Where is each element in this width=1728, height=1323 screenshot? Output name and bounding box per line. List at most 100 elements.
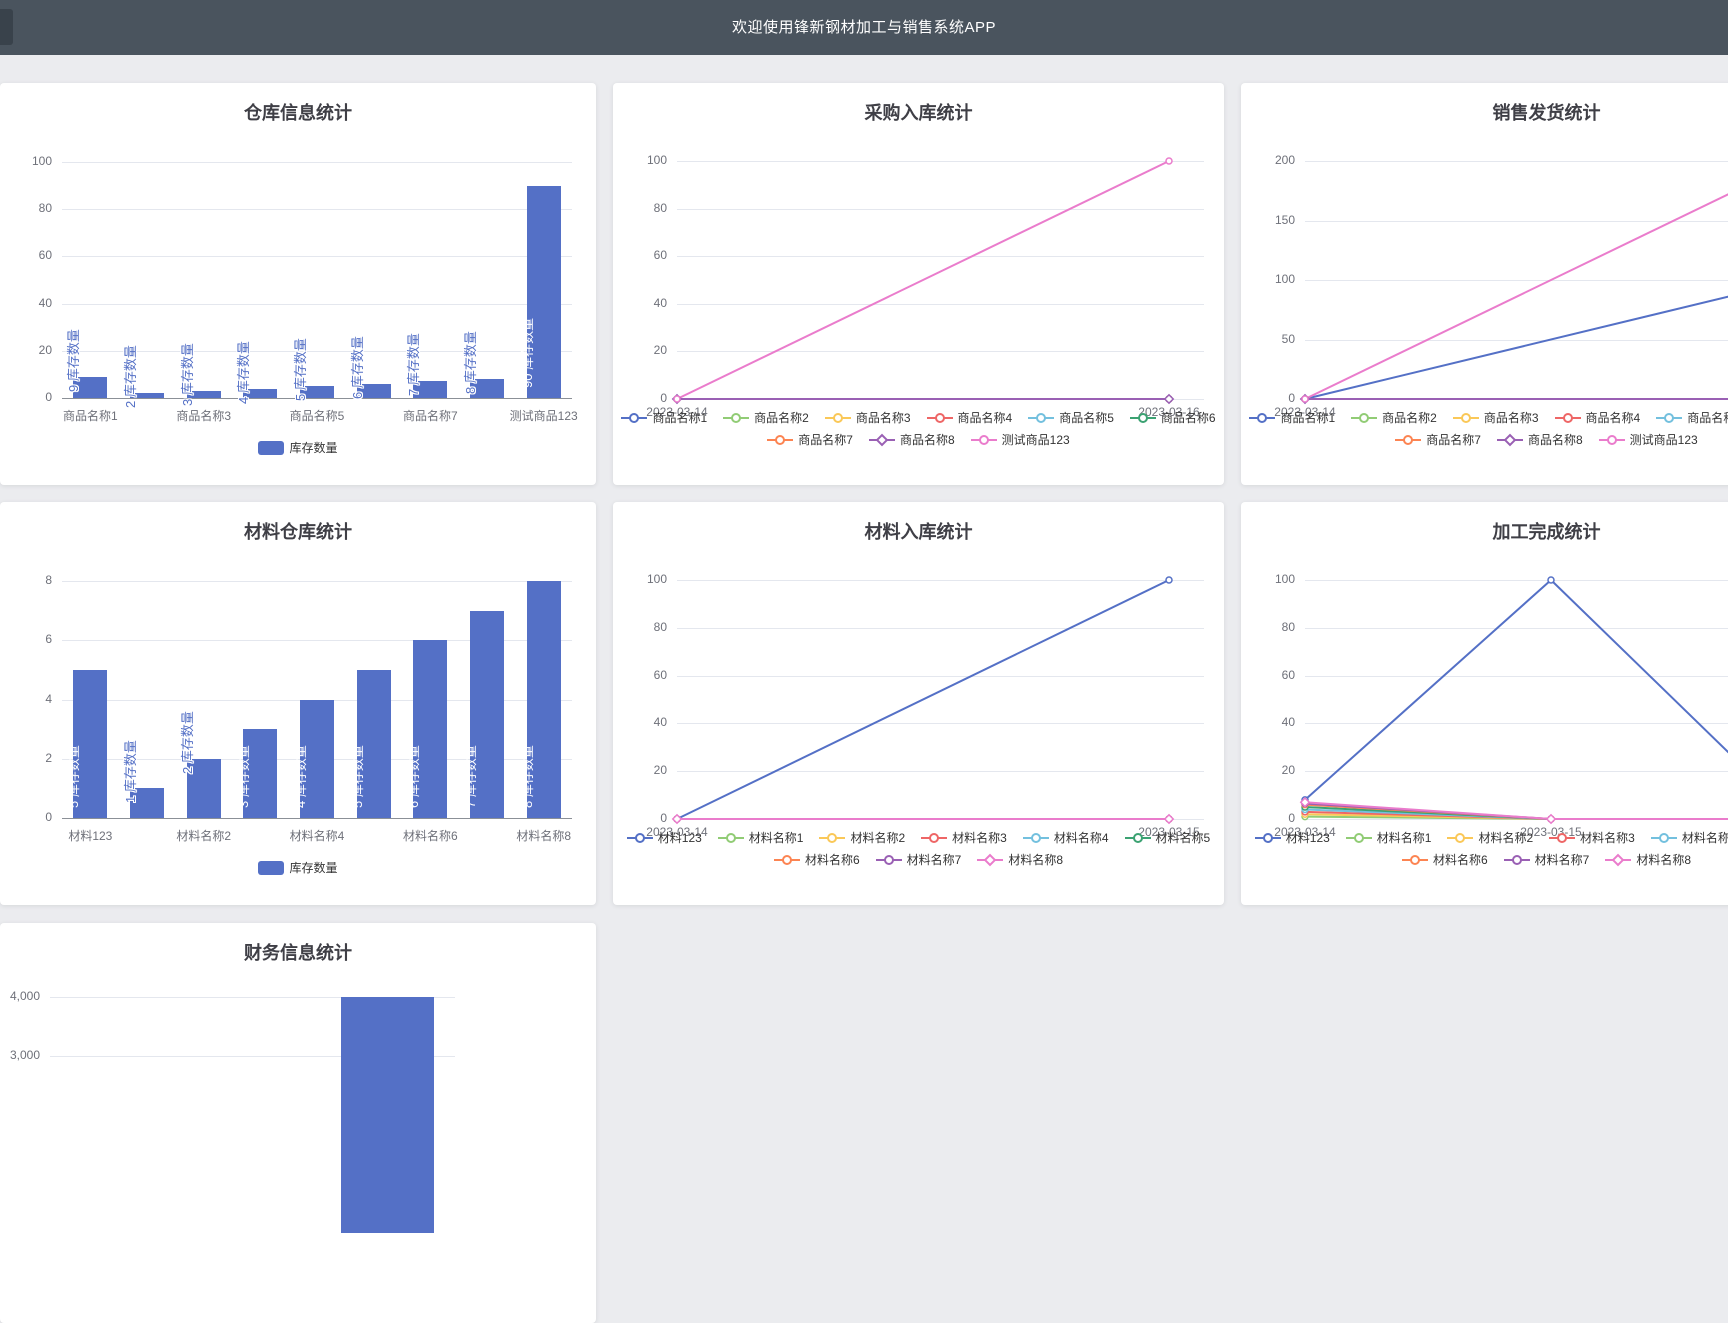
line-chart-plot[interactable] <box>1299 576 1728 825</box>
legend-marker <box>634 832 645 843</box>
legend-item[interactable]: 商品名称8 <box>868 431 955 448</box>
line-chart-plot[interactable] <box>671 576 1177 825</box>
x-axis-label: 商品名称3 <box>176 409 231 423</box>
legend-item[interactable]: 材料123 <box>626 829 702 846</box>
gridline <box>677 208 1204 210</box>
data-point-marker <box>1163 813 1175 825</box>
chart-canvas[interactable]: 0204060801002023-03-142023-03-152023-03-… <box>1241 502 1728 905</box>
chart-canvas[interactable]: 0501001502002023-03-142023-03-16商品名称1商品名… <box>1241 83 1728 485</box>
bar[interactable] <box>130 788 164 818</box>
legend-item[interactable]: 商品名称3 <box>1452 409 1539 426</box>
bar[interactable] <box>243 388 278 398</box>
legend-item[interactable]: 材料名称7 <box>1503 851 1589 868</box>
legend-item[interactable]: 商品名称3 <box>824 409 911 426</box>
legend-item[interactable]: 材料名称1 <box>1345 829 1431 846</box>
y-axis-label: 50 <box>1281 331 1295 346</box>
gridline <box>677 627 1204 629</box>
bar[interactable] <box>73 376 108 398</box>
legend-item[interactable]: 材料名称3 <box>1549 829 1635 846</box>
legend-icon <box>970 434 997 445</box>
legend-item[interactable]: 测试商品123 <box>970 431 1070 448</box>
bar[interactable] <box>300 699 334 818</box>
bar[interactable] <box>186 758 221 818</box>
legend-item[interactable]: 商品名称5 <box>1028 409 1114 426</box>
bar-label: 5 库存数量 <box>66 745 82 808</box>
legend-marker <box>934 412 945 423</box>
legend: 商品名称1 商品名称2 商品名称3 商品名称4 商品名称5 商品名称6 <box>613 409 1224 426</box>
chart-canvas[interactable]: 0 20 40 60 80 100 2023-03-14 2023-03-15 材料123 材料名… <box>613 502 1224 905</box>
legend-item[interactable]: 商品名称2 <box>1351 409 1437 426</box>
bar[interactable] <box>356 383 391 398</box>
gridline <box>1305 723 1728 725</box>
legend-icon <box>1022 832 1049 843</box>
bar-label: 8 库存数量 <box>519 745 535 808</box>
legend-item[interactable]: 商品名称8 <box>1496 431 1583 448</box>
bar[interactable] <box>413 381 448 398</box>
bar[interactable] <box>243 729 278 818</box>
legend-label: 材料名称4 <box>1053 831 1109 845</box>
legend-item[interactable]: 商品名称4 <box>926 409 1012 426</box>
bar[interactable] <box>356 669 391 818</box>
legend-label: 材料名称6 <box>1432 853 1488 867</box>
legend-item[interactable]: 材料名称3 <box>921 829 1007 846</box>
chart-canvas[interactable]: 3,000 4,000 <box>0 923 596 1323</box>
bar[interactable] <box>526 185 561 398</box>
legend-item[interactable]: 商品名称7 <box>767 431 853 448</box>
legend-item[interactable]: 库存数量 <box>258 439 338 456</box>
bar[interactable] <box>526 581 561 818</box>
data-point-marker <box>1547 576 1555 584</box>
legend-item[interactable]: 材料名称2 <box>819 829 905 846</box>
legend-item[interactable]: 商品名称5 <box>1656 409 1728 426</box>
legend-item[interactable]: 库存数量 <box>258 859 338 876</box>
bar[interactable] <box>186 390 221 398</box>
legend-item[interactable]: 商品名称1 <box>621 409 707 426</box>
legend-icon <box>1656 412 1683 423</box>
legend-icon <box>1496 433 1523 446</box>
chart-card-material-warehouse: 材料仓库统计 0 2 4 6 8 5 库存数量 1 库存数量 2 库存数量 3 库存数量 4 库存… <box>0 502 596 905</box>
bar[interactable] <box>341 997 434 1233</box>
x-axis-line <box>62 818 572 819</box>
legend: 材料123 材料名称1 材料名称2 材料名称3 材料名称4 材料名称5 <box>613 829 1224 846</box>
y-axis-label: 40 <box>1281 715 1295 730</box>
bar[interactable] <box>130 393 164 398</box>
menu-icon[interactable] <box>0 9 13 45</box>
legend-item[interactable]: 材料名称5 <box>1124 829 1210 846</box>
legend-item[interactable]: 商品名称7 <box>1395 431 1481 448</box>
legend-label: 商品名称3 <box>855 411 911 425</box>
bar-label: 3 库存数量 <box>236 745 252 808</box>
bar[interactable] <box>470 610 504 818</box>
legend-item[interactable]: 材料名称8 <box>1605 851 1691 868</box>
legend-item[interactable]: 材料名称4 <box>1650 829 1728 846</box>
legend-label: 商品名称5 <box>1687 411 1728 425</box>
legend-item[interactable]: 商品名称4 <box>1554 409 1640 426</box>
legend-item[interactable]: 测试商品123 <box>1598 431 1698 448</box>
legend-item[interactable]: 材料名称2 <box>1447 829 1533 846</box>
data-point-marker <box>1299 796 1311 808</box>
legend-item[interactable]: 材料123 <box>1254 829 1330 846</box>
legend-item[interactable]: 材料名称8 <box>977 851 1063 868</box>
legend-item[interactable]: 商品名称6 <box>1129 409 1216 426</box>
chart-canvas[interactable]: 0 2 4 6 8 5 库存数量 1 库存数量 2 库存数量 3 库存数量 4 库存数量 5 库存数… <box>0 502 596 905</box>
legend-item[interactable]: 材料名称6 <box>1401 851 1488 868</box>
legend-marker <box>1658 832 1669 843</box>
legend-item[interactable]: 材料名称4 <box>1022 829 1109 846</box>
gridline <box>62 209 572 211</box>
legend-icon <box>621 412 648 423</box>
bar[interactable] <box>470 379 504 398</box>
bar[interactable] <box>413 640 448 818</box>
line-chart-plot[interactable] <box>1299 161 1728 405</box>
bar[interactable] <box>73 669 108 818</box>
chart-canvas[interactable]: 0 20 40 60 80 100 2023-03-14 2023-03-16 商品名称1 商品名… <box>613 83 1224 485</box>
legend-item[interactable]: 商品名称1 <box>1249 409 1335 426</box>
legend-item[interactable]: 商品名称2 <box>723 409 809 426</box>
legend-icon <box>1549 832 1576 843</box>
bar[interactable] <box>300 386 334 398</box>
legend-icon <box>977 853 1004 866</box>
x-axis-date: 2023-03-14 <box>1274 825 1336 839</box>
chart-canvas[interactable]: 0 20 40 60 80 100 9 库存数量 2 库存数量 3 库存数量 4 库存数量 5 库存… <box>0 83 596 485</box>
legend-item[interactable]: 材料名称6 <box>773 851 860 868</box>
legend-item[interactable]: 材料名称1 <box>717 829 803 846</box>
legend-item[interactable]: 材料名称7 <box>875 851 961 868</box>
line-chart-plot[interactable] <box>671 157 1177 405</box>
legend-marker <box>1403 434 1414 445</box>
